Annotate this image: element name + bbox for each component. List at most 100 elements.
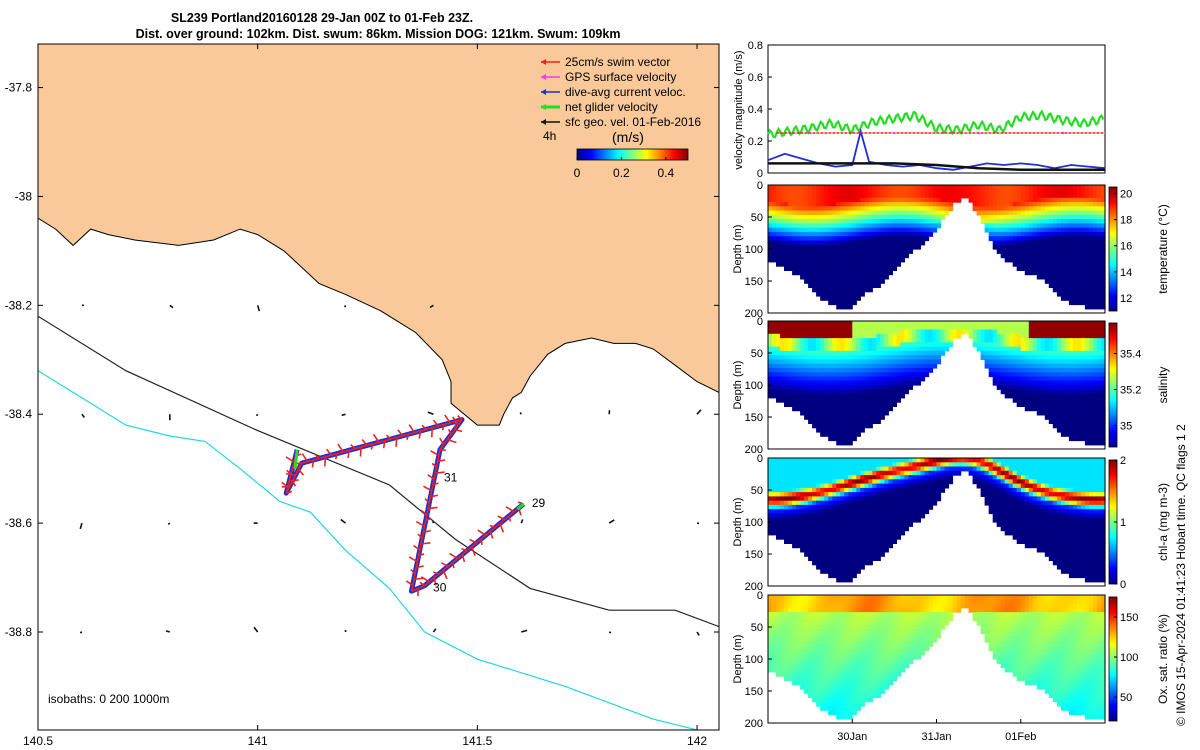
profile-cell <box>1033 351 1038 356</box>
profile-cell <box>824 402 829 407</box>
profile-cell <box>921 458 926 463</box>
profile-cell <box>820 249 825 254</box>
profile-cell <box>904 496 909 501</box>
profile-cell <box>880 539 885 544</box>
profile-cell <box>872 249 877 254</box>
profile-cell <box>876 266 881 271</box>
profile-cell <box>1057 270 1062 275</box>
profile-cell <box>900 198 905 203</box>
profile-cell <box>1041 385 1046 390</box>
profile-cell <box>1033 505 1038 510</box>
profile-cell <box>864 394 869 399</box>
profile-cell <box>1037 526 1042 531</box>
profile-cell <box>896 488 901 493</box>
profile-cell <box>1061 432 1066 437</box>
profile-cell <box>784 402 789 407</box>
profile-cell <box>808 202 813 207</box>
profile-cell <box>1045 406 1050 411</box>
profile-cell <box>844 355 849 360</box>
profile-cell <box>993 342 998 347</box>
profile-cell <box>945 462 950 467</box>
profile-cell <box>812 368 817 373</box>
profile-cell <box>824 206 829 211</box>
profile-cell <box>820 565 825 570</box>
profile-cell <box>908 385 913 390</box>
profile-cell <box>1053 245 1058 250</box>
profile-cell <box>836 394 841 399</box>
profile-cell <box>848 347 853 352</box>
profile-cell <box>820 471 825 476</box>
profile-cell <box>812 338 817 343</box>
profile-cell <box>1033 241 1038 246</box>
profile-cell <box>1077 411 1082 416</box>
profile-cell <box>856 479 861 484</box>
profile-cell <box>1037 406 1042 411</box>
profile-cell <box>848 223 853 228</box>
profile-cell <box>784 249 789 254</box>
profile-cell <box>832 467 837 472</box>
profile-cell <box>1013 198 1018 203</box>
profile-cell <box>1093 330 1098 335</box>
profile-cell <box>864 241 869 246</box>
profile-cell <box>977 194 982 199</box>
profile-cell <box>880 253 885 258</box>
profile-cell <box>957 467 962 472</box>
profile-cell <box>1081 377 1086 382</box>
profile-cell <box>844 569 849 574</box>
profile-cell <box>892 475 897 480</box>
profile-cell <box>1001 211 1006 216</box>
profile-cell <box>1081 211 1086 216</box>
profile-cell <box>844 492 849 497</box>
profile-cell <box>1045 338 1050 343</box>
profile-cell <box>860 522 865 527</box>
profile-cell <box>929 368 934 373</box>
profile-cell <box>844 488 849 493</box>
profile-cell <box>800 381 805 386</box>
profile-cell <box>884 321 889 326</box>
profile-cell <box>788 241 793 246</box>
profile-cell <box>836 245 841 250</box>
profile-cell <box>776 355 781 360</box>
profile-cell <box>804 359 809 364</box>
profile-cell <box>872 334 877 339</box>
profile-cell <box>1053 385 1058 390</box>
profile-cell <box>796 338 801 343</box>
profile-cell <box>812 548 817 553</box>
profile-cell <box>1089 275 1094 280</box>
profile-cell <box>1017 338 1022 343</box>
profile-cell <box>1017 467 1022 472</box>
profile-cell <box>941 189 946 194</box>
profile-cell <box>900 223 905 228</box>
profile-cell <box>981 211 986 216</box>
profile-cell <box>784 342 789 347</box>
profile-cell <box>820 467 825 472</box>
profile-cell <box>840 372 845 377</box>
profile-cell <box>1045 342 1050 347</box>
profile-cell <box>1045 219 1050 224</box>
profile-cell <box>904 381 909 386</box>
profile-cell <box>840 342 845 347</box>
profile-cell <box>852 475 857 480</box>
profile-cell <box>1045 351 1050 356</box>
profile-cell <box>997 241 1002 246</box>
profile-cell <box>1061 492 1066 497</box>
profile-cell <box>1049 398 1054 403</box>
profile-cell <box>1013 522 1018 527</box>
profile-cell <box>1041 334 1046 339</box>
profile-cell <box>1053 368 1058 373</box>
profile-cell <box>1009 241 1014 246</box>
profile-cell <box>1017 514 1022 519</box>
profile-cell <box>916 496 921 501</box>
day-label: 30 <box>433 580 447 594</box>
profile-cell <box>836 305 841 310</box>
profile-cell <box>1041 402 1046 407</box>
profile-cell <box>888 389 893 394</box>
profile-cell <box>1061 241 1066 246</box>
profile-cell <box>860 560 865 565</box>
profile-cell <box>804 526 809 531</box>
profile-cell <box>1033 253 1038 258</box>
profile-cell <box>929 185 934 190</box>
profile-cell <box>840 377 845 382</box>
profile-cell <box>820 287 825 292</box>
profile-cell <box>925 232 930 237</box>
